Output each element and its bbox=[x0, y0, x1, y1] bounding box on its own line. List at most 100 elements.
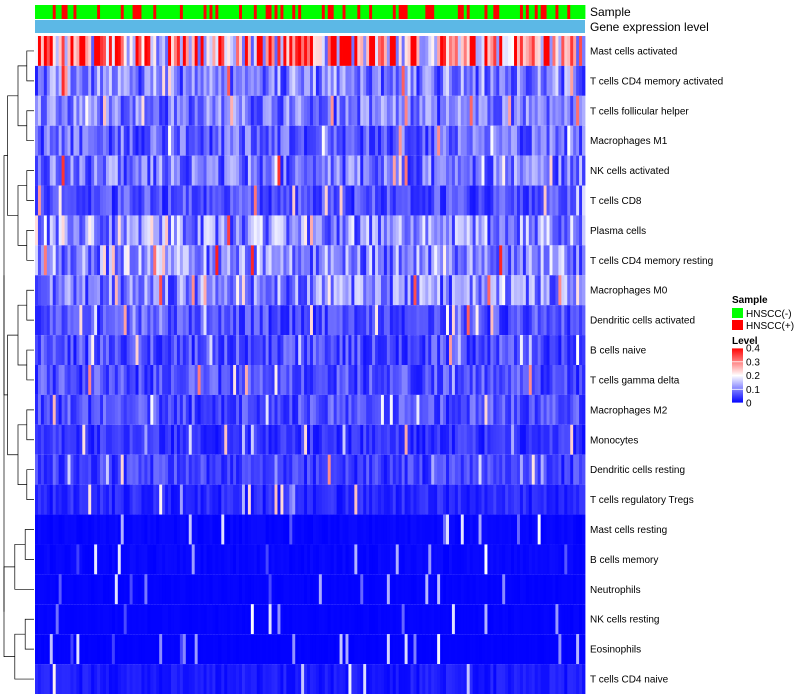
heatmap-cell bbox=[268, 634, 272, 665]
heatmap-cell bbox=[156, 394, 160, 425]
heatmap-cell bbox=[366, 275, 370, 306]
heatmap-cell bbox=[428, 634, 432, 665]
heatmap-cell bbox=[363, 245, 367, 276]
heatmap-cell bbox=[463, 36, 468, 66]
heatmap-cell bbox=[40, 604, 45, 635]
heatmap-cell bbox=[466, 424, 471, 455]
heatmap-cell bbox=[469, 484, 474, 515]
heatmap-cell bbox=[534, 424, 539, 455]
heatmap-cell bbox=[159, 484, 163, 515]
heatmap-cell bbox=[310, 365, 314, 395]
heatmap-cell bbox=[35, 484, 39, 515]
heatmap-cell bbox=[375, 664, 379, 694]
heatmap-cell bbox=[321, 604, 326, 635]
heatmap-cell bbox=[218, 95, 222, 126]
heatmap-cell bbox=[301, 155, 305, 186]
heatmap-cell bbox=[52, 185, 57, 216]
heatmap-cell bbox=[268, 125, 272, 156]
heatmap-cell bbox=[425, 634, 429, 665]
heatmap-cell bbox=[315, 185, 320, 216]
heatmap-cell bbox=[345, 365, 349, 395]
heatmap-cell bbox=[188, 514, 193, 545]
heatmap-cell bbox=[514, 544, 518, 575]
heatmap-cell bbox=[484, 664, 488, 694]
heatmap-cell bbox=[97, 125, 101, 156]
heatmap-cell bbox=[111, 155, 116, 186]
heatmap-cell bbox=[375, 275, 379, 306]
heatmap-cell bbox=[555, 36, 559, 66]
heatmap-cell bbox=[271, 365, 275, 395]
sample-annotation-cell bbox=[135, 5, 139, 19]
row-dendrogram bbox=[3, 50, 34, 680]
heatmap-cell bbox=[46, 335, 51, 365]
heatmap-cell bbox=[274, 484, 278, 515]
heatmap-cell bbox=[573, 65, 577, 96]
heatmap-cell bbox=[516, 65, 521, 96]
heatmap-cell bbox=[395, 335, 400, 365]
heatmap-cell bbox=[233, 335, 237, 365]
heatmap-cell bbox=[191, 514, 196, 545]
heatmap-cell bbox=[188, 574, 193, 605]
heatmap-cell bbox=[283, 275, 287, 306]
heatmap-cell bbox=[88, 365, 92, 395]
heatmap-cell bbox=[64, 365, 68, 395]
heatmap-cell bbox=[135, 215, 139, 246]
heatmap-cell bbox=[372, 634, 376, 665]
heatmap-cell bbox=[496, 245, 500, 276]
heatmap-cell bbox=[413, 604, 417, 635]
heatmap-cell bbox=[443, 215, 447, 246]
heatmap-cell bbox=[239, 185, 243, 216]
heatmap-cell bbox=[94, 95, 98, 126]
heatmap-cell bbox=[292, 604, 296, 635]
sample-annotation-cell bbox=[478, 5, 482, 19]
heatmap-cell bbox=[61, 454, 65, 485]
sample-annotation-cell bbox=[561, 5, 565, 19]
heatmap-cell bbox=[522, 185, 527, 216]
heatmap-cell bbox=[156, 215, 160, 246]
heatmap-cell bbox=[173, 65, 178, 96]
heatmap-cell bbox=[366, 36, 370, 66]
heatmap-cell bbox=[298, 514, 302, 545]
heatmap-cell bbox=[386, 484, 391, 515]
heatmap-cell bbox=[561, 424, 565, 455]
heatmap-cell bbox=[292, 275, 296, 306]
heatmap-cell bbox=[35, 365, 39, 395]
heatmap-cell bbox=[466, 484, 471, 515]
heatmap-cell bbox=[64, 484, 68, 515]
heatmap-cell bbox=[407, 305, 411, 336]
heatmap-cell bbox=[289, 424, 293, 455]
heatmap-cell bbox=[289, 185, 293, 216]
heatmap-cell bbox=[215, 335, 219, 365]
heatmap-cell bbox=[194, 544, 199, 575]
heatmap-cell bbox=[339, 305, 343, 336]
heatmap-cell bbox=[191, 185, 196, 216]
heatmap-cell bbox=[493, 574, 497, 605]
heatmap-cell bbox=[46, 514, 51, 545]
heatmap-cell bbox=[327, 155, 332, 186]
heatmap-cell bbox=[508, 65, 512, 96]
heatmap-cell bbox=[265, 664, 270, 694]
heatmap-cell bbox=[153, 424, 157, 455]
heatmap-cell bbox=[274, 95, 278, 126]
heatmap-cell bbox=[454, 664, 459, 694]
heatmap-cell bbox=[564, 125, 568, 156]
heatmap-cell bbox=[440, 65, 444, 96]
heatmap-cell bbox=[55, 394, 60, 425]
heatmap-cell bbox=[398, 125, 403, 156]
heatmap-cell bbox=[129, 245, 133, 276]
sample-annotation-track bbox=[35, 5, 586, 19]
heatmap-cell bbox=[378, 36, 382, 66]
heatmap-cell bbox=[372, 335, 376, 365]
heatmap-cell bbox=[531, 185, 536, 216]
heatmap-cell bbox=[508, 424, 512, 455]
heatmap-cell bbox=[253, 155, 258, 186]
heatmap-cell bbox=[37, 275, 42, 306]
heatmap-cell bbox=[490, 36, 494, 66]
heatmap-cell bbox=[295, 484, 299, 515]
heatmap-cell bbox=[117, 604, 122, 635]
heatmap-cell bbox=[55, 664, 60, 694]
heatmap-cell bbox=[345, 215, 349, 246]
heatmap-cell bbox=[443, 335, 447, 365]
heatmap-cell bbox=[531, 664, 536, 694]
heatmap-cell bbox=[138, 245, 142, 276]
